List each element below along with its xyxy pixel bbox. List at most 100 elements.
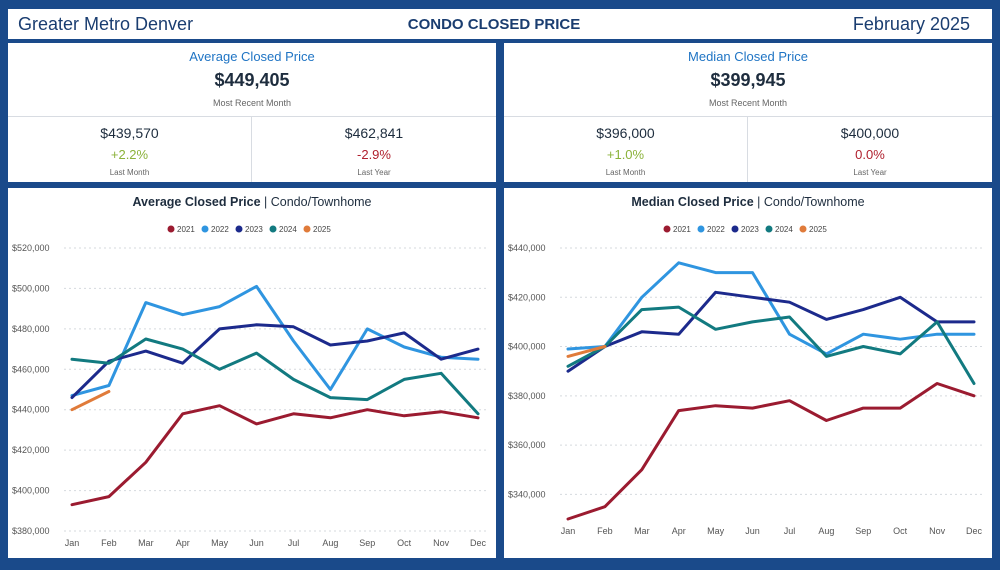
y-tick-label: $480,000 [12, 324, 50, 334]
y-tick-label: $400,000 [12, 486, 50, 496]
series-line-2021[interactable] [70, 404, 480, 507]
y-tick-label: $380,000 [12, 526, 50, 536]
legend-marker [269, 225, 277, 233]
comparison-value: $462,841 [344, 125, 404, 141]
comparison-note: Last Month [605, 168, 646, 177]
comparison-change: +1.0% [606, 147, 645, 162]
comparison-change: 0.0% [855, 147, 885, 162]
legend-item-2022[interactable]: 2022 [201, 225, 230, 234]
chart-title: Median Closed Price | Condo/Townhome [631, 195, 864, 209]
series-line-2024[interactable] [70, 337, 480, 416]
legend-item-2025[interactable]: 2025 [799, 225, 828, 234]
x-tick-label: Sep [855, 526, 871, 536]
kpi-note: Most Recent Month [708, 98, 788, 108]
median-price-kpi-card: Median Closed Price $399,945 Most Recent… [504, 43, 992, 182]
x-tick-label: May [211, 538, 229, 548]
x-tick-label: Apr [176, 538, 190, 548]
y-tick-label: $460,000 [12, 364, 50, 374]
x-tick-label: Feb [597, 526, 613, 536]
legend-label: 2024 [279, 225, 297, 234]
region-name: Greater Metro Denver [18, 13, 194, 34]
y-tick-label: $360,000 [508, 440, 546, 450]
x-tick-label: Jun [249, 538, 264, 548]
legend-label: 2023 [741, 225, 759, 234]
last-year-comparison: $400,000 0.0% Last Year [748, 117, 992, 182]
legend-marker [303, 225, 311, 233]
x-tick-label: Oct [397, 538, 412, 548]
kpi-value: $449,405 [214, 70, 290, 90]
legend-marker [799, 225, 807, 233]
legend-item-2024[interactable]: 2024 [765, 225, 794, 234]
x-tick-label: Jan [65, 538, 80, 548]
x-tick-label: Aug [322, 538, 338, 548]
last-month-comparison: $439,570 +2.2% Last Month [8, 117, 252, 182]
legend-marker [765, 225, 773, 233]
legend-label: 2022 [211, 225, 229, 234]
y-tick-label: $440,000 [12, 405, 50, 415]
y-tick-label: $420,000 [12, 445, 50, 455]
legend-label: 2023 [245, 225, 263, 234]
x-tick-label: Oct [893, 526, 908, 536]
y-tick-label: $340,000 [508, 489, 546, 499]
comparison-note: Last Year [357, 168, 391, 177]
x-tick-label: Mar [138, 538, 154, 548]
legend-item-2021[interactable]: 2021 [663, 225, 692, 234]
x-tick-label: Dec [966, 526, 983, 536]
series-line-2025[interactable] [70, 390, 111, 412]
x-tick-label: Sep [359, 538, 375, 548]
legend-item-2024[interactable]: 2024 [269, 225, 298, 234]
x-tick-label: Jul [784, 526, 796, 536]
y-tick-label: $420,000 [508, 292, 546, 302]
comparison-change: +2.2% [110, 147, 149, 162]
x-tick-label: Jul [288, 538, 300, 548]
report-date: February 2025 [852, 13, 970, 34]
y-tick-label: $500,000 [12, 283, 50, 293]
kpi-value: $399,945 [710, 70, 786, 90]
median-price-line-chart: Median Closed Price | Condo/Townhome 2021… [508, 195, 983, 536]
median-price-chart: Median Closed Price | Condo/Townhome 2021… [504, 188, 992, 558]
last-month-comparison: $396,000 +1.0% Last Month [504, 117, 748, 182]
page-title: CONDO CLOSED PRICE [407, 15, 581, 33]
comparison-value: $439,570 [100, 125, 159, 141]
series-line-2021[interactable] [566, 382, 976, 521]
series-line-2022[interactable] [70, 284, 480, 398]
legend-item-2023[interactable]: 2023 [731, 225, 760, 234]
series-line-2024[interactable] [566, 305, 976, 385]
legend-marker [663, 225, 671, 233]
legend-item-2023[interactable]: 2023 [235, 225, 264, 234]
comparison-value: $400,000 [840, 125, 900, 141]
y-tick-label: $440,000 [508, 243, 546, 253]
legend-item-2022[interactable]: 2022 [697, 225, 726, 234]
series-line-2023[interactable] [70, 323, 480, 400]
x-tick-label: Jan [561, 526, 576, 536]
kpi-note: Most Recent Month [212, 98, 292, 108]
x-tick-label: Nov [433, 538, 450, 548]
legend-label: 2024 [775, 225, 793, 234]
comparison-note: Last Year [853, 168, 887, 177]
legend-marker [235, 225, 243, 233]
chart-title: Average Closed Price | Condo/Townhome [132, 195, 371, 209]
comparison-change: -2.9% [357, 147, 391, 162]
legend-item-2025[interactable]: 2025 [303, 225, 332, 234]
legend-marker [167, 225, 175, 233]
legend-marker [201, 225, 209, 233]
comparison-note: Last Month [109, 168, 150, 177]
series-line-2025[interactable] [566, 345, 607, 358]
average-price-line-chart: Average Closed Price | Condo/Townhome 202… [12, 195, 486, 548]
legend-item-2021[interactable]: 2021 [167, 225, 196, 234]
legend-marker [731, 225, 739, 233]
legend-marker [697, 225, 705, 233]
x-tick-label: Nov [929, 526, 946, 536]
legend-label: 2025 [313, 225, 331, 234]
legend-label: 2022 [707, 225, 725, 234]
series-line-2023[interactable] [566, 290, 976, 373]
report-header: Greater Metro Denver CONDO CLOSED PRICE … [8, 9, 992, 39]
x-tick-label: May [707, 526, 725, 536]
legend-label: 2021 [177, 225, 195, 234]
x-tick-label: Aug [818, 526, 834, 536]
kpi-label: Average Closed Price [189, 49, 315, 64]
y-tick-label: $520,000 [12, 243, 50, 253]
average-price-chart: Average Closed Price | Condo/Townhome 202… [8, 188, 496, 558]
kpi-label: Median Closed Price [688, 49, 808, 64]
series-line-2022[interactable] [566, 261, 976, 356]
